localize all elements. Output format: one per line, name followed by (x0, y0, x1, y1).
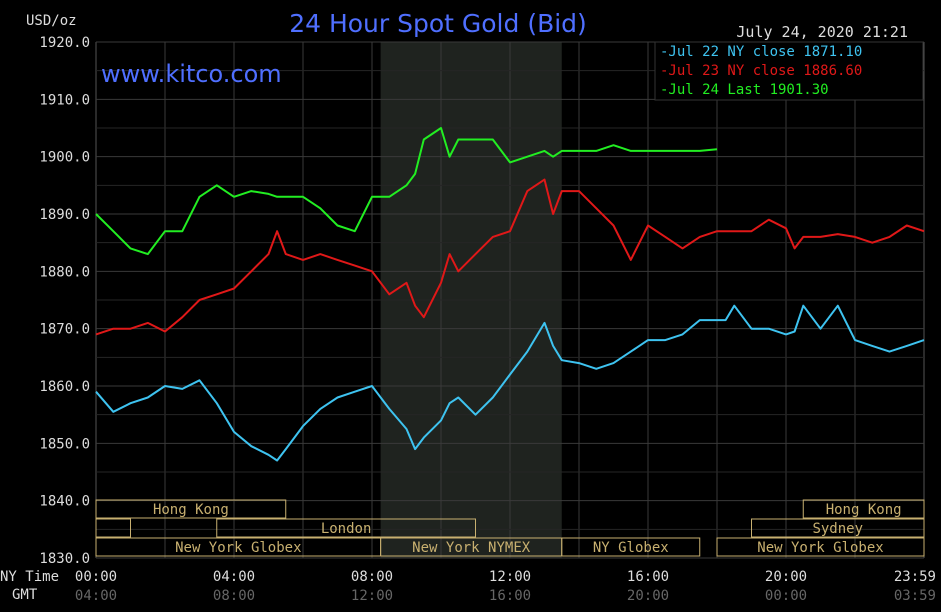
chart-title: 24 Hour Spot Gold (Bid) (289, 9, 587, 38)
y-tick-label: 1920.0 (39, 35, 90, 51)
session-bar (561, 537, 701, 557)
gmt-time-tick: 04:00 (75, 588, 117, 604)
y-tick-label: 1880.0 (39, 264, 90, 280)
gmt-axis-label: GMT (12, 587, 38, 603)
session-label: London (321, 521, 372, 537)
ny-time-axis-label: NY Time (0, 569, 59, 585)
session-label: NY Globex (593, 540, 669, 556)
y-tick-label: 1840.0 (39, 494, 90, 510)
session-bar (95, 499, 287, 519)
x-axis-tick-labels: 00:00 04:00 08:00 12:00 16:00 20:00 23:59 04:00… (75, 569, 936, 604)
ny-time-tick: 12:00 (489, 569, 531, 585)
session-bar (95, 518, 131, 538)
session-label: New York Globex (757, 540, 883, 556)
timestamp: July 24, 2020 21:21 (736, 23, 908, 41)
session-bar (216, 518, 476, 538)
watermark-kitco: www.kitco.com (101, 60, 282, 88)
legend-item-3: -Jul 24 Last 1901.30 (660, 82, 829, 98)
ny-time-tick: 16:00 (627, 569, 669, 585)
price-series (95, 127, 925, 462)
y-axis-unit-label: USD/oz (26, 13, 77, 29)
series-line-2 (95, 178, 925, 336)
session-bar (802, 499, 925, 519)
session-label: New York NYMEX (412, 540, 531, 556)
ny-time-tick: 00:00 (75, 569, 117, 585)
session-label: Sydney (812, 521, 863, 537)
y-tick-label: 1830.0 (39, 551, 90, 567)
session-bar (751, 518, 925, 538)
legend-background (654, 41, 924, 101)
legend-item-2: -Jul 23 NY close 1886.60 (660, 63, 862, 79)
y-tick-label: 1900.0 (39, 150, 90, 166)
y-tick-label: 1860.0 (39, 379, 90, 395)
trading-session-bars: Hong Kong Hong Kong London Sydney New York G… (95, 499, 925, 557)
ny-time-tick: 23:59 (894, 569, 936, 585)
legend: -Jul 22 NY close 1871.10 -Jul 23 NY close… (654, 41, 924, 101)
y-axis-tick-labels: 1830.0 1840.0 1850.0 1860.0 1870.0 1880.0 1890… (39, 35, 90, 567)
gmt-time-tick: 08:00 (213, 588, 255, 604)
gmt-time-tick: 03:59 (894, 588, 936, 604)
y-tick-label: 1870.0 (39, 322, 90, 338)
gmt-time-tick: 12:00 (351, 588, 393, 604)
series-line-1 (95, 304, 925, 462)
gmt-time-tick: 00:00 (765, 588, 807, 604)
session-label: Hong Kong (153, 502, 229, 518)
legend-item-1: -Jul 22 NY close 1871.10 (660, 44, 862, 60)
session-label: Hong Kong (826, 502, 902, 518)
y-tick-label: 1890.0 (39, 207, 90, 223)
ny-time-tick: 08:00 (351, 569, 393, 585)
series-line-3 (95, 127, 718, 256)
ny-time-tick: 20:00 (765, 569, 807, 585)
session-label: New York Globex (175, 540, 301, 556)
session-bar (716, 537, 925, 557)
ny-time-tick: 04:00 (213, 569, 255, 585)
gmt-time-tick: 20:00 (627, 588, 669, 604)
gmt-time-tick: 16:00 (489, 588, 531, 604)
y-tick-label: 1850.0 (39, 436, 90, 452)
y-tick-label: 1910.0 (39, 92, 90, 108)
